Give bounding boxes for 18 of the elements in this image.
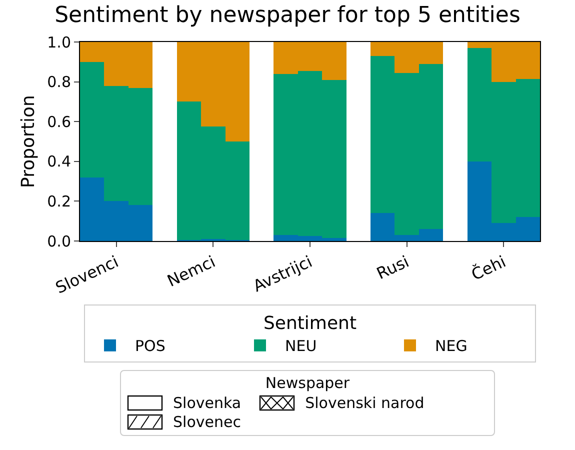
- legend-label: NEU: [285, 337, 317, 356]
- chart-title: Sentiment by newspaper for top 5 entities: [54, 3, 520, 28]
- text: Slovenski narod: [305, 394, 424, 412]
- y-tick-label: 0.0: [47, 232, 71, 250]
- legend-title: Sentiment: [263, 313, 357, 334]
- text: Slovenka: [173, 394, 242, 412]
- x-tick-label: Rusi: [374, 252, 412, 284]
- text: Newspaper: [264, 374, 351, 392]
- y-tick-label: 0.8: [47, 73, 71, 92]
- y-axis-title: Proportion: [18, 95, 39, 188]
- legend-label: POS: [135, 337, 166, 356]
- y-tick-label: 0.2: [47, 192, 71, 210]
- y-tick-label: 0.6: [47, 112, 71, 131]
- y-tick-label: 1.0: [47, 33, 71, 52]
- y-tick-label: 0.4: [47, 152, 71, 171]
- text: Slovenec: [173, 413, 241, 431]
- x-tick-label: Čehi: [468, 252, 509, 284]
- legend-label: NEG: [435, 337, 468, 356]
